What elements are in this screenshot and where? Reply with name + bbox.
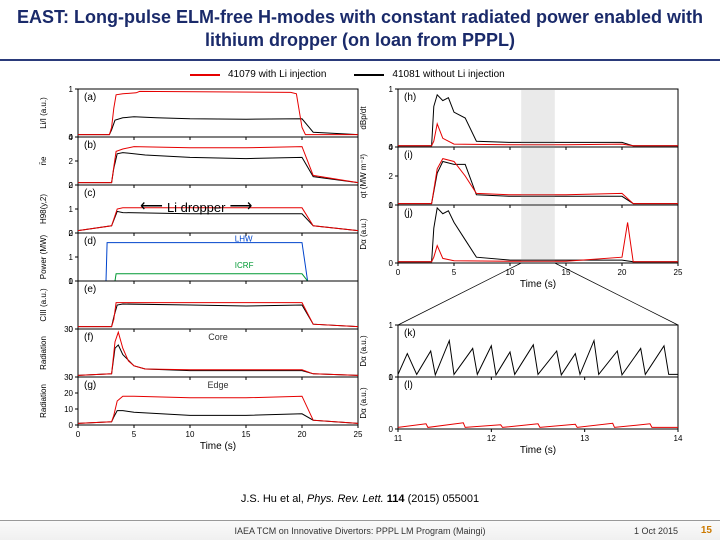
svg-text:(c): (c) <box>84 188 96 199</box>
svg-text:Dα (a.u.): Dα (a.u.) <box>359 218 368 250</box>
footer-date: 1 Oct 2015 <box>634 526 678 536</box>
svg-text:4: 4 <box>389 143 394 152</box>
svg-text:Core: Core <box>208 332 228 342</box>
svg-text:11: 11 <box>394 434 403 443</box>
slide-title: EAST: Long-pulse ELM-free H-modes with c… <box>12 6 708 51</box>
citation: J.S. Hu et al, Phys. Rev. Lett. 114 (201… <box>0 491 720 506</box>
svg-text:2: 2 <box>69 157 74 166</box>
svg-text:20: 20 <box>64 389 73 398</box>
svg-text:13: 13 <box>580 434 589 443</box>
footer-bar: IAEA TCM on Innovative Divertors: PPPL L… <box>0 520 720 540</box>
svg-text:0: 0 <box>389 425 394 434</box>
svg-text:Dα (a.u.): Dα (a.u.) <box>359 387 368 419</box>
svg-text:10: 10 <box>186 430 195 439</box>
svg-text:5: 5 <box>452 268 457 277</box>
svg-text:1: 1 <box>69 85 74 94</box>
svg-text:2: 2 <box>69 229 74 238</box>
chart-area: 01(a)Li/I (a.u.)024(b)n̄e012(c)H98(y,2)0… <box>0 61 720 491</box>
svg-text:(j): (j) <box>404 208 413 219</box>
svg-text:Time (s): Time (s) <box>200 441 236 452</box>
svg-text:1: 1 <box>389 201 394 210</box>
svg-text:ICRF: ICRF <box>235 261 254 270</box>
svg-text:2: 2 <box>69 181 74 190</box>
svg-text:1: 1 <box>389 85 394 94</box>
footer-page-number: 15 <box>701 525 712 536</box>
svg-text:(f): (f) <box>84 332 93 343</box>
li-dropper-annotation: ⟵ Li dropper ⟶ <box>140 199 252 215</box>
legend-swatch-black <box>354 74 384 76</box>
citation-journal: Phys. Rev. Lett. <box>307 493 384 505</box>
svg-text:CIII (a.u.): CIII (a.u.) <box>39 288 48 322</box>
svg-text:qt (MW m⁻²): qt (MW m⁻²) <box>359 154 368 199</box>
footer-center: IAEA TCM on Innovative Divertors: PPPL L… <box>234 526 485 536</box>
svg-text:5: 5 <box>132 430 137 439</box>
svg-text:2: 2 <box>389 172 394 181</box>
svg-text:14: 14 <box>674 434 683 443</box>
svg-text:Edge: Edge <box>207 380 228 390</box>
svg-text:Power (MW): Power (MW) <box>39 234 48 279</box>
svg-text:15: 15 <box>242 430 251 439</box>
svg-text:Radiation: Radiation <box>39 336 48 370</box>
svg-text:0: 0 <box>76 430 81 439</box>
svg-text:30: 30 <box>64 373 73 382</box>
legend-label-red: 41079 with Li injection <box>228 69 326 80</box>
svg-text:25: 25 <box>354 430 363 439</box>
svg-text:(a): (a) <box>84 92 96 103</box>
svg-text:(k): (k) <box>404 328 416 339</box>
svg-text:Time (s): Time (s) <box>520 445 556 456</box>
svg-text:dBp/dt: dBp/dt <box>359 106 368 130</box>
multipanel-chart: 01(a)Li/I (a.u.)024(b)n̄e012(c)H98(y,2)0… <box>8 65 712 485</box>
svg-text:20: 20 <box>298 430 307 439</box>
chart-legend: 41079 with Li injection 41081 without Li… <box>190 69 505 80</box>
legend-swatch-red <box>190 74 220 76</box>
svg-text:1: 1 <box>69 205 74 214</box>
svg-text:10: 10 <box>64 405 73 414</box>
svg-text:10: 10 <box>506 268 515 277</box>
svg-text:(i): (i) <box>404 150 413 161</box>
svg-text:Time (s): Time (s) <box>520 279 556 290</box>
svg-text:(h): (h) <box>404 92 416 103</box>
svg-text:(b): (b) <box>84 140 96 151</box>
arrow-right-icon: ⟶ <box>229 199 252 215</box>
citation-rest: (2015) 055001 <box>408 493 480 505</box>
svg-text:25: 25 <box>674 268 683 277</box>
slide-title-bar: EAST: Long-pulse ELM-free H-modes with c… <box>0 0 720 61</box>
svg-text:1: 1 <box>69 277 74 286</box>
svg-text:4: 4 <box>69 133 74 142</box>
svg-text:0: 0 <box>389 259 394 268</box>
svg-text:1: 1 <box>389 373 394 382</box>
svg-text:1: 1 <box>389 321 394 330</box>
svg-text:n̄e: n̄e <box>39 156 48 165</box>
svg-text:(g): (g) <box>84 380 96 391</box>
svg-text:(e): (e) <box>84 284 96 295</box>
svg-text:H98(y,2): H98(y,2) <box>39 194 48 224</box>
svg-text:(d): (d) <box>84 236 96 247</box>
svg-text:0: 0 <box>69 421 74 430</box>
svg-text:Li/I (a.u.): Li/I (a.u.) <box>39 97 48 129</box>
svg-text:15: 15 <box>562 268 571 277</box>
legend-label-black: 41081 without Li injection <box>392 69 504 80</box>
svg-text:Dα (a.u.): Dα (a.u.) <box>359 335 368 367</box>
svg-text:0: 0 <box>396 268 401 277</box>
svg-text:(l): (l) <box>404 380 413 391</box>
arrow-left-icon: ⟵ <box>140 199 163 215</box>
li-dropper-label: Li dropper <box>167 200 226 215</box>
citation-authors: J.S. Hu et al, <box>241 493 304 505</box>
svg-text:20: 20 <box>618 268 627 277</box>
citation-volume: 114 <box>387 493 405 505</box>
svg-text:1: 1 <box>69 253 74 262</box>
svg-text:12: 12 <box>487 434 496 443</box>
svg-text:LHW: LHW <box>235 234 253 243</box>
svg-text:30: 30 <box>64 325 73 334</box>
svg-text:Radiation: Radiation <box>39 384 48 418</box>
